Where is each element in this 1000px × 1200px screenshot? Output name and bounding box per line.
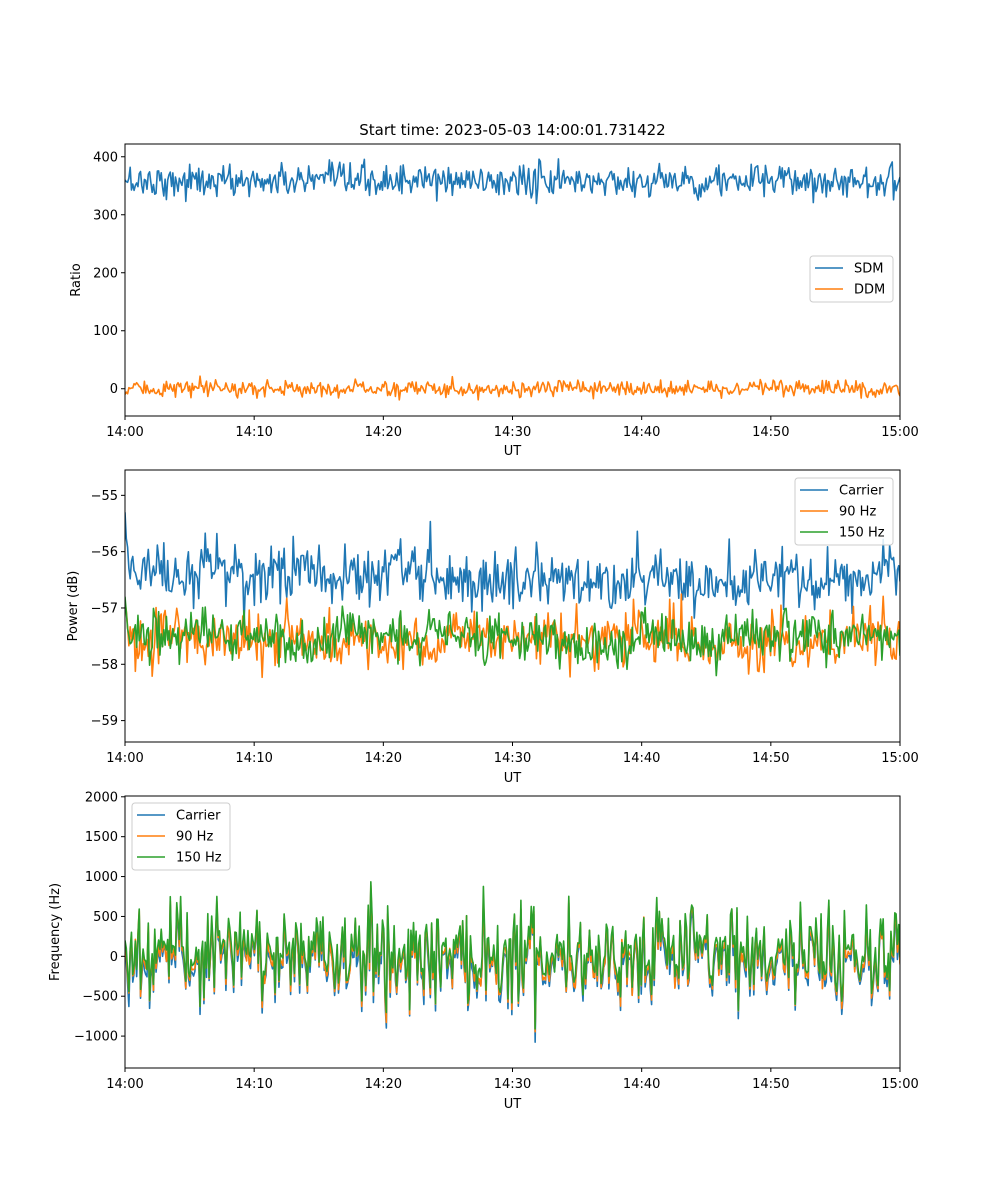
- y-tick-label: −57: [91, 601, 118, 616]
- y-tick-label: 0: [110, 950, 118, 965]
- x-tick-label: 14:20: [365, 425, 402, 440]
- x-tick-label: 14:00: [106, 1077, 143, 1092]
- y-tick-label: 300: [93, 208, 118, 223]
- y-tick-label: 500: [93, 910, 118, 925]
- x-tick-label: 14:30: [494, 425, 531, 440]
- y-tick-label: 0: [110, 382, 118, 397]
- x-axis: 14:00 14:10 14:20 14:30 14:40 14:50 15:00: [106, 1068, 919, 1092]
- y-tick-label: −56: [91, 545, 118, 560]
- panel-frequency: 14:00 14:10 14:20 14:30 14:40 14:50 15:00 −100…: [48, 790, 919, 1112]
- x-axis: 14:00 14:10 14:20 14:30 14:40 14:50 15:00: [106, 742, 919, 766]
- x-tick-label: 14:10: [235, 425, 272, 440]
- x-tick-label: 15:00: [881, 425, 918, 440]
- panel-ratio: Start time: 2023-05-03 14:00:01.731422 1…: [69, 121, 919, 459]
- x-tick-label: 14:20: [365, 1077, 402, 1092]
- plot-area: [125, 880, 900, 1043]
- y-tick-label: 100: [93, 324, 118, 339]
- legend-box: [131, 802, 231, 871]
- series-line-sdm: [125, 158, 900, 205]
- legend-label-carrier: Carrier: [176, 809, 221, 824]
- series-line-ddm: [125, 375, 900, 401]
- x-tick-label: 14:10: [235, 1077, 272, 1092]
- x-tick-label: 14:40: [623, 1077, 660, 1092]
- legend-box: [794, 477, 894, 546]
- x-tick-label: 14:50: [752, 1077, 789, 1092]
- x-axis-label: UT: [504, 771, 522, 786]
- y-tick-label: 1500: [85, 830, 118, 845]
- x-tick-label: 14:30: [494, 1077, 531, 1092]
- legend-label-150-hz: 150 Hz: [176, 851, 222, 866]
- y-tick-label: −55: [91, 489, 118, 504]
- series-line-150-hz: [125, 596, 900, 677]
- x-tick-label: 14:40: [623, 425, 660, 440]
- x-axis: 14:00 14:10 14:20 14:30 14:40 14:50 15:00: [106, 416, 919, 440]
- y-tick-label: 200: [93, 266, 118, 281]
- legend-label-ddm: DDM: [854, 283, 885, 298]
- legend: Carrier 90 Hz 150 Hz: [794, 477, 894, 546]
- x-axis-label: UT: [504, 1097, 522, 1112]
- legend-label-150-hz: 150 Hz: [839, 526, 885, 541]
- x-tick-label: 14:40: [623, 751, 660, 766]
- x-tick-label: 14:50: [752, 751, 789, 766]
- y-axis-label: Power (dB): [66, 571, 81, 642]
- legend-label-sdm: SDM: [854, 262, 883, 277]
- x-tick-label: 14:00: [106, 751, 143, 766]
- x-axis-label: UT: [504, 444, 522, 459]
- legend: Carrier 90 Hz 150 Hz: [131, 802, 231, 871]
- legend-label-90-hz: 90 Hz: [176, 830, 213, 845]
- series-line-carrier: [125, 512, 900, 625]
- x-tick-label: 14:00: [106, 425, 143, 440]
- x-tick-label: 14:20: [365, 751, 402, 766]
- y-tick-label: −500: [82, 990, 118, 1005]
- y-tick-label: −58: [91, 658, 118, 673]
- y-tick-label: −1000: [74, 1030, 118, 1045]
- y-axis: 0 100 200 300 400: [93, 150, 125, 397]
- y-axis-label: Frequency (Hz): [48, 883, 63, 981]
- y-tick-label: 1000: [85, 870, 118, 885]
- y-axis-label: Ratio: [69, 263, 84, 296]
- legend-label-carrier: Carrier: [839, 484, 884, 499]
- y-tick-label: −59: [91, 714, 118, 729]
- x-tick-label: 14:50: [752, 425, 789, 440]
- y-axis: −59 −58 −57 −56 −55: [91, 489, 125, 729]
- plot-area: [125, 512, 900, 679]
- legend-label-90-hz: 90 Hz: [839, 505, 876, 520]
- x-tick-label: 15:00: [881, 1077, 918, 1092]
- series-line-150-hz: [125, 880, 900, 1030]
- legend: SDM DDM: [809, 255, 894, 303]
- x-tick-label: 15:00: [881, 751, 918, 766]
- x-tick-label: 14:30: [494, 751, 531, 766]
- y-axis: −1000 −500 0 500 1000 1500 2000: [74, 790, 125, 1045]
- chart-title: Start time: 2023-05-03 14:00:01.731422: [359, 121, 665, 139]
- panel-power: 14:00 14:10 14:20 14:30 14:40 14:50 15:00 −59−…: [66, 469, 919, 786]
- plot-area: [125, 158, 900, 401]
- y-tick-label: 400: [93, 150, 118, 165]
- y-tick-label: 2000: [85, 790, 118, 805]
- x-tick-label: 14:10: [235, 751, 272, 766]
